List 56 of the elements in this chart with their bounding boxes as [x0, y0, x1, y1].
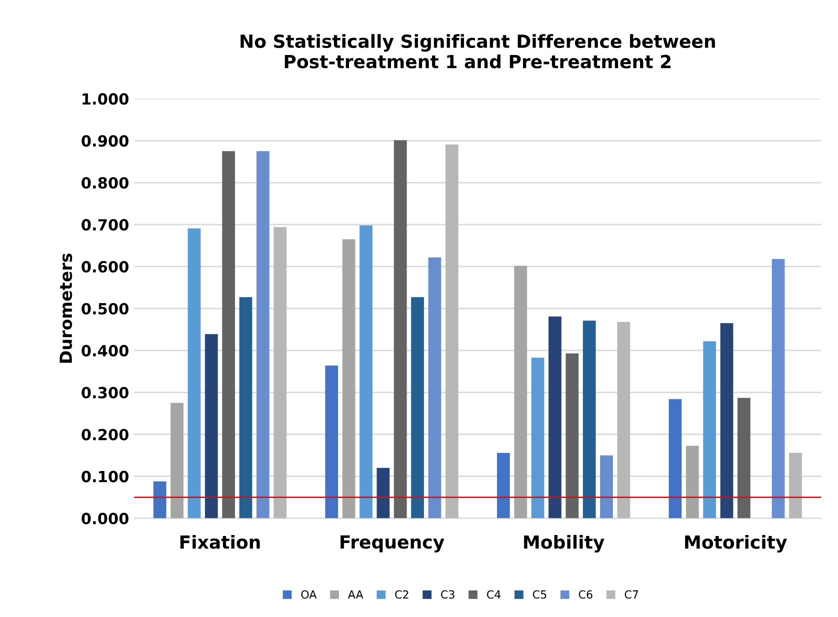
- y-tick-label: 0.300: [82, 386, 128, 398]
- bar: [170, 402, 184, 518]
- bar: [153, 481, 166, 518]
- y-tick-label: 0.700: [82, 219, 128, 231]
- bar: [188, 228, 201, 518]
- bar: [239, 297, 252, 518]
- y-tick-label: 0.500: [82, 302, 128, 315]
- legend-label: C4: [486, 590, 501, 599]
- bar: [204, 334, 218, 518]
- bar: [737, 398, 750, 518]
- y-tick-label: 1.000: [82, 93, 128, 105]
- x-tick-label: Mobility: [524, 534, 604, 553]
- y-tick-label: 0.600: [82, 261, 128, 273]
- legend-label: C6: [578, 590, 592, 599]
- bar: [566, 353, 579, 518]
- x-tick-label: Frequency: [340, 535, 444, 552]
- bar: [256, 151, 270, 518]
- y-tick-label: 0.400: [82, 344, 128, 356]
- y-tick-label: 0.100: [82, 470, 128, 482]
- chart-title: No Statistically Significant Difference between Post-treatment 1 and Pre-treatment 2: [240, 34, 715, 68]
- bar: [531, 358, 544, 518]
- y-tick-label: 0.000: [82, 512, 128, 524]
- y-tick-label: 0.200: [82, 428, 128, 440]
- bar: [789, 452, 802, 518]
- legend-label: OA: [301, 590, 317, 599]
- y-tick-label: 0.900: [82, 135, 128, 147]
- bar: [582, 320, 596, 518]
- bar: [772, 258, 785, 518]
- bar: [617, 322, 630, 518]
- bar: [668, 399, 682, 518]
- bar: [360, 225, 372, 518]
- legend-label: AA: [348, 590, 364, 599]
- bar: [445, 144, 458, 518]
- legend-label: C5: [532, 590, 546, 599]
- bar: [222, 151, 236, 518]
- bar: [325, 366, 338, 518]
- bar: [600, 455, 613, 518]
- bar: [548, 316, 562, 518]
- bar: [496, 452, 510, 518]
- bar: [274, 227, 287, 518]
- bar: [703, 341, 716, 518]
- bar: [394, 140, 407, 518]
- bar: [720, 323, 734, 518]
- x-tick-label: Motoricity: [685, 534, 787, 553]
- y-tick-label: 0.800: [82, 177, 128, 189]
- bar: [376, 468, 390, 518]
- legend-label: C2: [395, 590, 408, 599]
- bar: [411, 297, 424, 518]
- bar: [428, 257, 442, 518]
- bar: [342, 239, 356, 518]
- legend-label: C7: [624, 590, 638, 599]
- x-tick-label: Fixation: [180, 534, 260, 549]
- legend-label: C3: [441, 590, 454, 599]
- bar: [514, 266, 528, 518]
- bar: [686, 446, 699, 518]
- y-axis-title: Durometers: [60, 254, 72, 363]
